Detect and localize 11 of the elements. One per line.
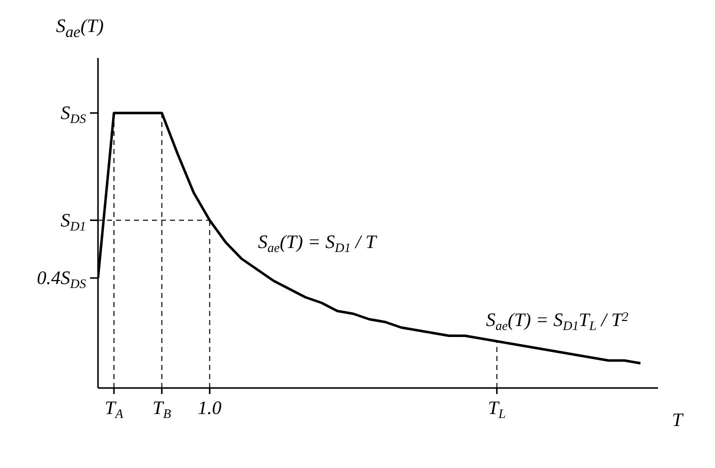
x-tick-label: T$_{A}$ [104, 398, 124, 421]
ref-line-label: S$_{DS}$ [60, 103, 86, 126]
x-tick-label: 1.0 [198, 398, 222, 419]
x-axis-title: T [672, 410, 683, 432]
ref-line-label: S$_{D1}$ [60, 210, 86, 234]
y-axis-title: S$_{ae}$(T) [56, 16, 104, 42]
x-tick-label: T$_{B}$ [152, 398, 172, 421]
annotation: S$_{ae}$(T) = S$_{D1}$T$_{L}$ / T$^{2}$ [486, 308, 629, 333]
ref-line-label: 0.4S$_{DS}$ [36, 268, 86, 291]
annotation: S$_{ae}$(T) = S$_{D1}$ / T [258, 232, 378, 255]
x-tick-label: T$_{L}$ [488, 398, 506, 421]
